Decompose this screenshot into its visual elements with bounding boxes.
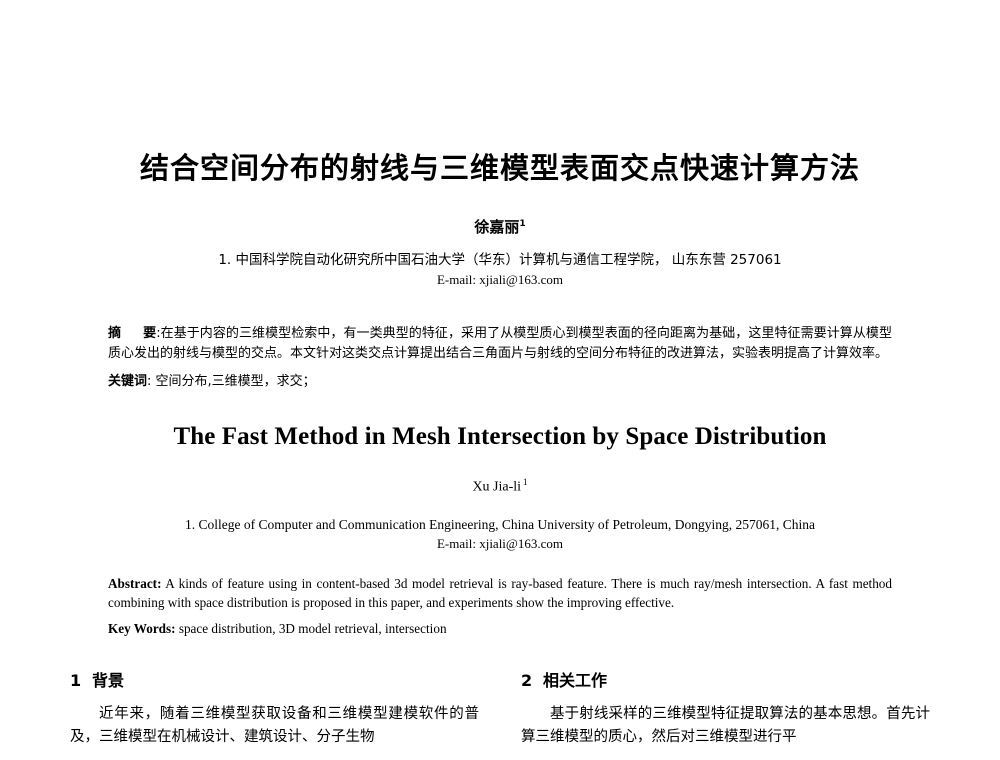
section-number-1: 1 [70, 671, 82, 691]
body-columns: 1 背景 近年来，随着三维模型获取设备和三维模型建模软件的普及，三维模型在机械设计… [70, 667, 930, 748]
english-keywords-text: space distribution, 3D model retrieval, … [175, 621, 447, 637]
chinese-abstract: 摘 要:在基于内容的三维模型检索中，有一类典型的特征，采用了从模型质心到模型表面的… [108, 324, 892, 364]
section-title-1: 背景 [92, 671, 125, 691]
section-number-2: 2 [521, 671, 533, 691]
section-heading-background: 1 背景 [70, 667, 479, 691]
english-keywords: Key Words: space distribution, 3D model … [108, 621, 892, 637]
english-author-line: Xu Jia-li 1 [0, 477, 1000, 496]
english-author-affiliation-marker: 1 [523, 477, 528, 488]
chinese-email: E-mail: xjiali@163.com [436, 271, 564, 287]
chinese-keywords-text: : 空间分布,三维模型，求交； [147, 374, 316, 390]
chinese-title: 结合空间分布的射线与三维模型表面交点快速计算方法 [139, 151, 860, 185]
section-2-paragraph: 基于射线采样的三维模型特征提取算法的基本思想。首先计算三维模型的质心，然后对三维… [521, 706, 930, 745]
english-abstract-text: A kinds of feature using in content-base… [108, 575, 892, 610]
english-title: The Fast Method in Mesh Intersection by … [173, 423, 827, 451]
chinese-abstract-label-second: 要 [143, 325, 157, 341]
left-column: 1 背景 近年来，随着三维模型获取设备和三维模型建模软件的普及，三维模型在机械设计… [70, 667, 479, 748]
section-title-2: 相关工作 [543, 671, 608, 691]
english-author-name: Xu Jia-li [472, 479, 522, 495]
english-affiliation: 1. College of Computer and Communication… [185, 516, 815, 532]
chinese-author-line: 徐嘉丽1 [0, 216, 1000, 237]
english-keywords-label: Key Words: [108, 621, 176, 637]
chinese-keywords-label: 关键词 [108, 374, 148, 390]
chinese-author-affiliation-marker: 1 [519, 219, 526, 230]
chinese-keywords: 关键词: 空间分布,三维模型，求交； [108, 370, 892, 389]
section-heading-related-work: 2 相关工作 [521, 667, 930, 691]
right-column: 2 相关工作 基于射线采样的三维模型特征提取算法的基本思想。首先计算三维模型的质心… [521, 667, 930, 748]
section-1-paragraph: 近年来，随着三维模型获取设备和三维模型建模软件的普及，三维模型在机械设计、建筑设… [70, 706, 479, 745]
english-abstract-label: Abstract: [108, 575, 162, 591]
english-email: E-mail: xjiali@163.com [436, 535, 564, 551]
chinese-author-name: 徐嘉丽 [474, 218, 520, 237]
chinese-abstract-text: :在基于内容的三维模型检索中，有一类典型的特征，采用了从模型质心到模型表面的径向… [108, 325, 892, 361]
chinese-abstract-label: 摘 [108, 325, 122, 341]
chinese-affiliation: 1. 中国科学院自动化研究所中国石油大学（华东）计算机与通信工程学院， 山东东营… [218, 252, 782, 269]
english-abstract: Abstract: A kinds of feature using in co… [108, 574, 892, 612]
